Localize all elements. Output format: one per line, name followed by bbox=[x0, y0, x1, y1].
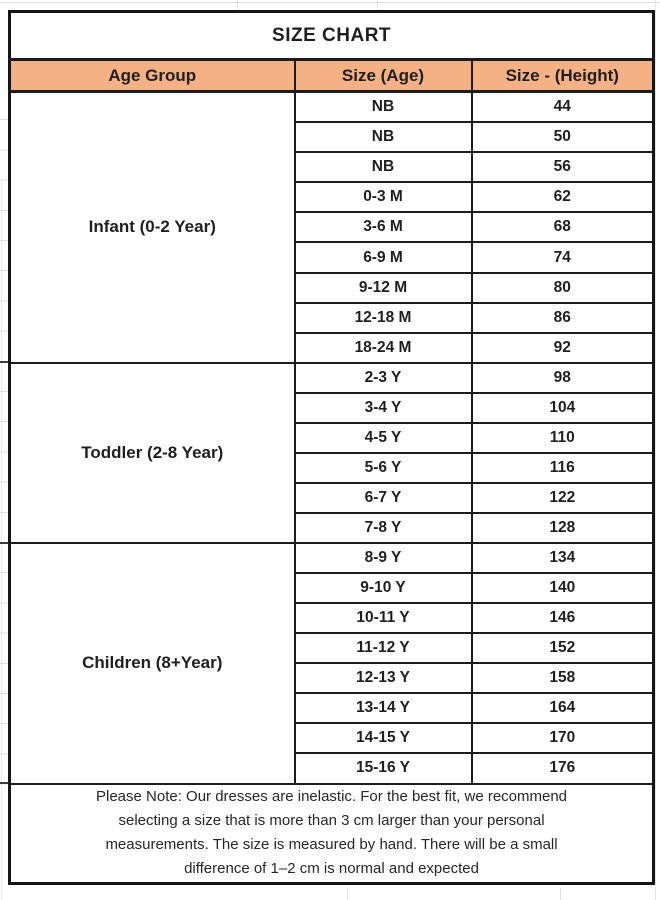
gridline-top-tick bbox=[377, 0, 378, 9]
size-cell: NB bbox=[293, 121, 473, 154]
height-cell: 122 bbox=[470, 481, 655, 514]
size-cell: 11-12 Y bbox=[293, 632, 473, 665]
table-row: 5-6 Y 116 bbox=[10, 451, 655, 484]
height-cell: 68 bbox=[470, 211, 655, 244]
size-cell: 0-3 M bbox=[293, 181, 473, 214]
height-cell: 146 bbox=[470, 602, 655, 635]
size-cell: NB bbox=[293, 90, 473, 124]
size-cell: 12-18 M bbox=[293, 301, 473, 334]
table-row: 10-11 Y 146 bbox=[10, 602, 655, 635]
height-cell: 110 bbox=[470, 421, 655, 454]
table-row: 12-18 M 86 bbox=[10, 301, 655, 334]
table-row: 15-16 Y 176 bbox=[10, 752, 655, 785]
size-cell: 6-9 M bbox=[293, 241, 473, 274]
size-cell: 9-12 M bbox=[293, 271, 473, 304]
height-cell: 134 bbox=[470, 541, 655, 575]
size-cell: 9-10 Y bbox=[293, 571, 473, 605]
size-cell: 18-24 M bbox=[293, 331, 473, 364]
note-line: selecting a size that is more than 3 cm … bbox=[118, 812, 545, 830]
group-border-stub bbox=[0, 542, 9, 544]
size-cell: 3-6 M bbox=[293, 211, 473, 244]
table-row: NB 56 bbox=[10, 151, 655, 184]
size-cell: 12-13 Y bbox=[293, 662, 473, 695]
height-cell: 152 bbox=[470, 632, 655, 665]
height-cell: 92 bbox=[470, 331, 655, 364]
gridline-bottom-tick bbox=[347, 888, 348, 900]
table-row: 3-4 Y 104 bbox=[10, 391, 655, 424]
table-row: 9-10 Y 140 bbox=[10, 571, 655, 605]
gridline-bottom-tick bbox=[560, 888, 561, 900]
table-row: 18-24 M 92 bbox=[10, 331, 655, 364]
size-cell: 5-6 Y bbox=[293, 451, 473, 484]
table-row: 9-12 M 80 bbox=[10, 271, 655, 304]
table-row: 4-5 Y 110 bbox=[10, 421, 655, 454]
height-cell: 170 bbox=[470, 722, 655, 755]
note-line: measurements. The size is measured by ha… bbox=[105, 836, 558, 854]
table-row: Infant (0-2 Year) NB 44 bbox=[8, 90, 655, 364]
group-border-stub bbox=[0, 361, 9, 363]
height-cell: 86 bbox=[470, 301, 655, 334]
table-row: 13-14 Y 164 bbox=[10, 692, 655, 725]
height-cell: 158 bbox=[470, 662, 655, 695]
group-label-children: Children (8+Year) bbox=[8, 541, 296, 785]
height-cell: 98 bbox=[470, 361, 655, 394]
height-cell: 140 bbox=[470, 571, 655, 605]
table-row: NB 50 bbox=[10, 121, 655, 154]
gridline-right-vertical bbox=[655, 0, 656, 900]
size-cell: NB bbox=[293, 151, 473, 184]
size-chart-table: SIZE CHART Age Group Size (Age) Size - (… bbox=[8, 10, 656, 885]
height-cell: 50 bbox=[470, 121, 655, 154]
header-age-group: Age Group bbox=[8, 58, 296, 93]
height-cell: 176 bbox=[470, 752, 655, 785]
chart-title: SIZE CHART bbox=[8, 10, 655, 61]
note-line: difference of 1–2 cm is normal and expec… bbox=[184, 860, 479, 878]
height-cell: 56 bbox=[470, 151, 655, 184]
height-cell: 116 bbox=[470, 451, 655, 484]
height-cell: 44 bbox=[470, 90, 655, 124]
size-cell: 4-5 Y bbox=[293, 421, 473, 454]
gridline-left-row-ticks bbox=[0, 90, 8, 786]
table-row: Children (8+Year) 8-9 Y 134 bbox=[8, 541, 655, 785]
table-row: Toddler (2-8 Year) 2-3 Y 98 bbox=[8, 361, 655, 544]
height-cell: 62 bbox=[470, 181, 655, 214]
size-cell: 10-11 Y bbox=[293, 602, 473, 635]
table-row: 0-3 M 62 bbox=[10, 181, 655, 214]
table-row: 12-13 Y 158 bbox=[10, 662, 655, 695]
size-cell: 3-4 Y bbox=[293, 391, 473, 424]
height-cell: 74 bbox=[470, 241, 655, 274]
size-cell: 7-8 Y bbox=[293, 511, 473, 544]
group-label-infant: Infant (0-2 Year) bbox=[8, 90, 296, 364]
table-row: 6-9 M 74 bbox=[10, 241, 655, 274]
height-cell: 128 bbox=[470, 511, 655, 544]
group-label-toddler: Toddler (2-8 Year) bbox=[8, 361, 296, 544]
height-cell: 164 bbox=[470, 692, 655, 725]
gridline-top-horizontal bbox=[0, 2, 660, 3]
gridline-top-tick bbox=[237, 0, 238, 9]
table-row: 11-12 Y 152 bbox=[10, 632, 655, 665]
header-size-height: Size - (Height) bbox=[470, 58, 655, 93]
table-row: 6-7 Y 122 bbox=[10, 481, 655, 514]
note-cell: Please Note: Our dresses are inelastic. … bbox=[8, 782, 655, 885]
height-cell: 104 bbox=[470, 391, 655, 424]
header-size-age: Size (Age) bbox=[293, 58, 473, 93]
table-row: 3-6 M 68 bbox=[10, 211, 655, 244]
size-cell: 2-3 Y bbox=[293, 361, 473, 394]
size-cell: 6-7 Y bbox=[293, 481, 473, 514]
table-row: 7-8 Y 128 bbox=[10, 511, 655, 544]
size-cell: 8-9 Y bbox=[293, 541, 473, 575]
size-cell: 15-16 Y bbox=[293, 752, 473, 785]
height-cell: 80 bbox=[470, 271, 655, 304]
size-cell: 14-15 Y bbox=[293, 722, 473, 755]
table-row: 14-15 Y 170 bbox=[10, 722, 655, 755]
size-cell: 13-14 Y bbox=[293, 692, 473, 725]
note-line: Please Note: Our dresses are inelastic. … bbox=[95, 788, 568, 806]
group-border-stub bbox=[0, 782, 9, 784]
